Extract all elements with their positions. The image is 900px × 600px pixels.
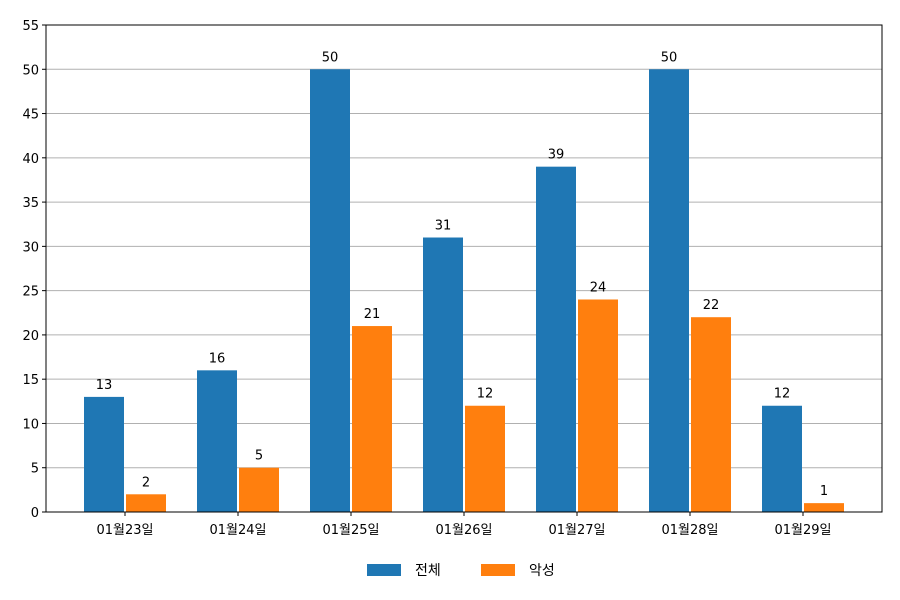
data-label: 16 bbox=[209, 351, 226, 366]
x-axis: 01월23일 01월24일 01월25일 01월26일 01월27일 01월28일 01월2… bbox=[96, 512, 832, 538]
data-label: 12 bbox=[774, 387, 791, 402]
data-label: 24 bbox=[590, 280, 607, 295]
bar-malicious bbox=[126, 494, 166, 512]
bar-malicious bbox=[804, 503, 844, 512]
data-label: 21 bbox=[364, 307, 381, 322]
data-label: 50 bbox=[661, 50, 678, 65]
y-tick-label: 30 bbox=[22, 240, 39, 255]
bar-total bbox=[536, 166, 576, 512]
x-tick-label: 01월26일 bbox=[435, 523, 492, 538]
bar-total bbox=[310, 69, 350, 512]
x-tick-label: 01월24일 bbox=[209, 523, 266, 538]
bar-total bbox=[197, 370, 237, 512]
bar-total bbox=[649, 69, 689, 512]
y-tick-label: 45 bbox=[22, 108, 39, 123]
y-tick-label: 50 bbox=[22, 63, 39, 78]
grid-lines bbox=[46, 68, 882, 469]
plot-area-frame bbox=[45, 24, 883, 513]
x-tick-label: 01월27일 bbox=[548, 523, 605, 538]
data-label: 5 bbox=[255, 449, 263, 464]
data-label: 22 bbox=[703, 298, 720, 313]
data-label: 2 bbox=[142, 475, 150, 490]
y-tick-label: 10 bbox=[22, 417, 39, 432]
bars bbox=[84, 69, 844, 512]
y-tick-label: 25 bbox=[22, 285, 39, 300]
legend-swatch bbox=[367, 564, 401, 576]
y-tick-label: 35 bbox=[22, 196, 39, 211]
y-tick-label: 0 bbox=[31, 506, 39, 521]
y-tick-label: 55 bbox=[22, 19, 39, 34]
legend-label: 악성 bbox=[529, 563, 555, 579]
data-label: 13 bbox=[96, 378, 113, 393]
bar-total bbox=[84, 396, 124, 512]
bar-malicious bbox=[465, 405, 505, 512]
y-axis: 0 5 10 15 20 25 30 35 40 45 50 55 bbox=[22, 19, 46, 521]
bar-malicious bbox=[352, 326, 392, 512]
data-label: 12 bbox=[477, 387, 494, 402]
legend: 전체 악성 bbox=[367, 563, 555, 579]
data-labels: 13 2 16 5 50 21 31 12 39 24 50 22 12 1 bbox=[96, 50, 828, 499]
y-tick-label: 15 bbox=[22, 373, 39, 388]
bar-total bbox=[423, 237, 463, 512]
x-tick-label: 01월28일 bbox=[661, 523, 718, 538]
y-tick-label: 20 bbox=[22, 329, 39, 344]
legend-swatch bbox=[481, 564, 515, 576]
legend-label: 전체 bbox=[415, 563, 441, 579]
bar-malicious bbox=[239, 467, 279, 512]
x-tick-label: 01월23일 bbox=[96, 523, 153, 538]
data-label: 31 bbox=[435, 219, 452, 234]
bar-malicious bbox=[578, 299, 618, 512]
bar-malicious bbox=[691, 317, 731, 512]
y-tick-label: 40 bbox=[22, 152, 39, 167]
x-tick-label: 01월29일 bbox=[774, 523, 831, 538]
y-tick-label: 5 bbox=[31, 462, 39, 477]
bar-total bbox=[762, 405, 802, 512]
x-tick-label: 01월25일 bbox=[322, 523, 379, 538]
data-label: 50 bbox=[322, 50, 339, 65]
data-label: 1 bbox=[820, 484, 828, 499]
data-label: 39 bbox=[548, 148, 565, 163]
